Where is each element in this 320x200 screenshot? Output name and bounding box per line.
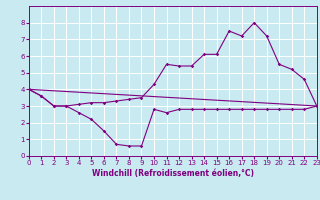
X-axis label: Windchill (Refroidissement éolien,°C): Windchill (Refroidissement éolien,°C) <box>92 169 254 178</box>
